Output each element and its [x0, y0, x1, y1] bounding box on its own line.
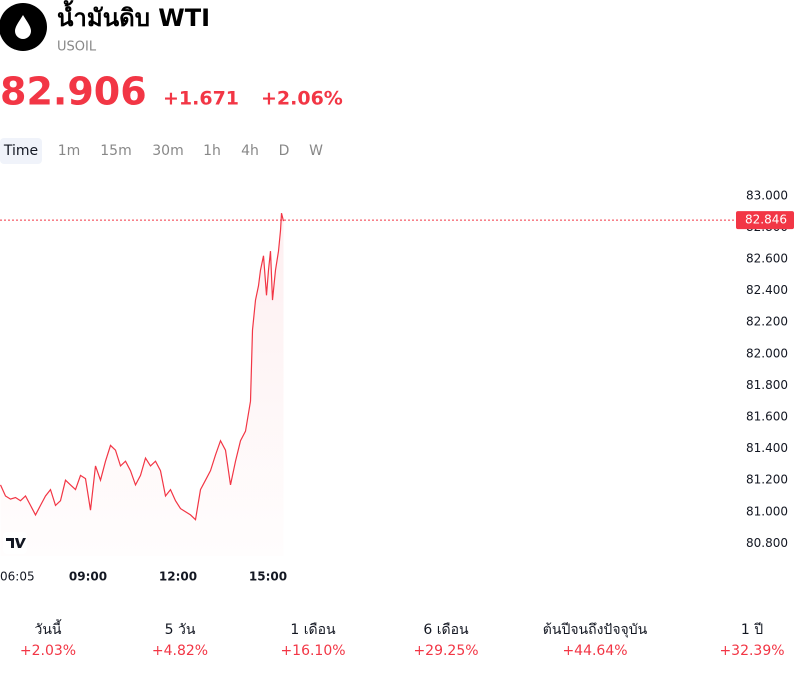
period-change[interactable]: +29.25% — [413, 643, 478, 659]
period-label[interactable]: วันนี้ — [34, 619, 62, 638]
tv-logo — [3, 532, 27, 554]
period-change[interactable]: +44.64% — [562, 643, 627, 659]
interval-button[interactable]: W — [309, 143, 323, 159]
period-change[interactable]: +2.03% — [20, 643, 76, 659]
period-label[interactable]: 6 เดือน — [423, 622, 469, 638]
tv-logo-mark — [6, 538, 26, 548]
y-tick-label: 81.200 — [746, 473, 788, 487]
price-line — [0, 213, 285, 521]
interval-active-bg — [0, 138, 42, 164]
last-price-label: 82.846 — [745, 213, 787, 227]
logo-drop — [15, 15, 31, 39]
instrument-name: น้ำมันดิบ WTI — [57, 0, 210, 32]
symbol: USOIL — [57, 40, 97, 55]
y-tick-label: 81.600 — [746, 409, 788, 423]
x-tick-label: 15:00 — [249, 570, 287, 584]
change-percent: +2.06% — [261, 88, 343, 110]
interval-button[interactable]: 4h — [241, 143, 259, 159]
interval-button[interactable]: 15m — [100, 143, 131, 159]
y-tick-label: 81.000 — [746, 504, 788, 518]
y-tick-label: 83.000 — [746, 188, 788, 202]
interval-button[interactable]: Time — [3, 143, 38, 159]
tv-logo-bg — [3, 532, 27, 554]
period-change[interactable]: +4.82% — [152, 643, 208, 659]
interval-button[interactable]: 1h — [203, 143, 221, 159]
period-label[interactable]: 5 วัน — [165, 622, 196, 638]
chart: 80.800 81.000 81.200 81.400 81.600 81.800 82.0… — [0, 188, 794, 584]
y-tick-label: 82.000 — [746, 346, 788, 360]
period-label[interactable]: 1 ปี — [741, 622, 763, 638]
performance-row: วันนี้ +2.03% 5 วัน +4.82% 1 เดือน +16.10% 6 เ… — [20, 619, 785, 659]
interval-bar: Time 1m 15m 30m 1h 4h D W — [3, 143, 323, 159]
period-change[interactable]: +32.39% — [719, 643, 784, 659]
y-tick-label: 82.600 — [746, 251, 788, 265]
change: +1.671 — [163, 88, 239, 110]
y-tick-label: 81.400 — [746, 441, 788, 455]
x-tick-label: 06:05 — [0, 570, 35, 584]
period-change[interactable]: +16.10% — [280, 643, 345, 659]
interval-button[interactable]: D — [279, 143, 290, 159]
x-tick-label: 12:00 — [159, 570, 197, 584]
period-label[interactable]: ต้นปีจนถึงปัจจุบัน — [543, 622, 648, 638]
area — [0, 213, 284, 556]
period-label[interactable]: 1 เดือน — [290, 622, 336, 638]
last-price-tag — [736, 211, 794, 230]
y-tick-label: 81.800 — [746, 378, 788, 392]
y-tick-label: 80.800 — [746, 536, 788, 550]
y-tick-label: 82.200 — [746, 315, 788, 329]
price: 82.906 — [0, 70, 147, 114]
interval-button[interactable]: 30m — [152, 143, 183, 159]
x-tick-label: 09:00 — [69, 570, 107, 584]
y-tick-label: 82.400 — [746, 283, 788, 297]
interval-button[interactable]: 1m — [58, 143, 81, 159]
